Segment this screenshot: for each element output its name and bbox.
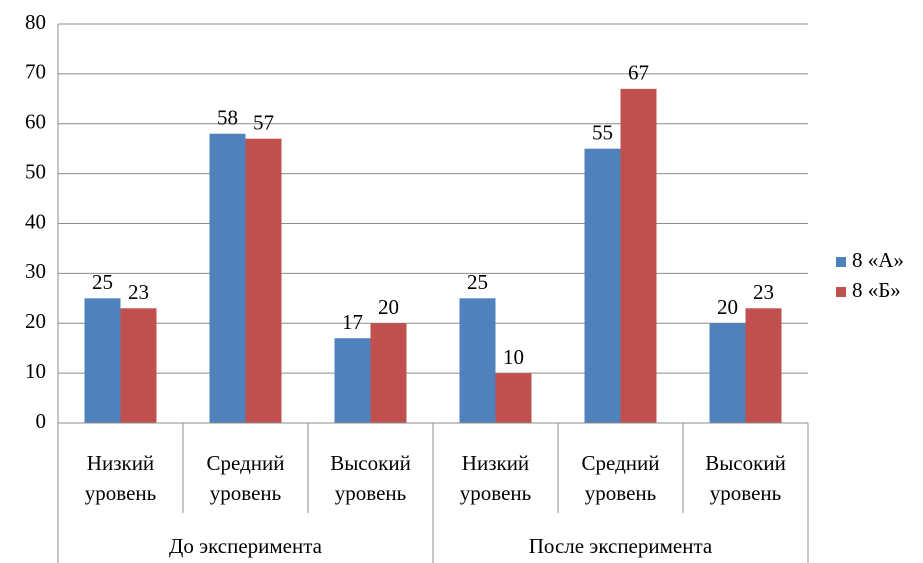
bar — [709, 323, 746, 423]
bar — [245, 138, 282, 423]
y-tick-label: 0 — [36, 409, 47, 433]
bar — [620, 88, 657, 424]
x-tick-label: Высокий уровень — [330, 451, 411, 505]
value-label: 57 — [253, 111, 274, 135]
y-tick-label: 30 — [25, 259, 46, 283]
value-label: 23 — [753, 280, 774, 304]
x-tick-label: Средний уровень — [207, 451, 285, 505]
value-label: 23 — [128, 280, 149, 304]
bar — [495, 373, 532, 423]
bar — [84, 298, 121, 423]
bar — [209, 133, 246, 423]
x-tick-label: Низкий уровень — [460, 451, 531, 505]
bar — [584, 148, 621, 423]
group-label: После эксперимента — [529, 534, 713, 558]
bar — [459, 298, 496, 423]
value-label: 10 — [503, 345, 524, 369]
y-tick-label: 10 — [25, 359, 46, 383]
x-tick-label: Высокий уровень — [705, 451, 786, 505]
value-label: 58 — [217, 106, 238, 130]
legend-swatch — [836, 287, 846, 297]
value-label: 25 — [467, 270, 488, 294]
value-label: 17 — [342, 310, 363, 334]
bar — [120, 308, 157, 423]
bar — [370, 323, 407, 423]
y-tick-label: 40 — [25, 209, 46, 233]
y-tick-label: 50 — [25, 159, 46, 183]
y-tick-label: 80 — [25, 10, 46, 34]
bar — [334, 338, 371, 423]
x-tick-label: Средний уровень — [582, 451, 660, 505]
value-label: 20 — [717, 295, 738, 319]
value-label: 67 — [628, 61, 649, 85]
value-label: 25 — [92, 270, 113, 294]
y-tick-label: 70 — [25, 60, 46, 84]
y-tick-label: 60 — [25, 110, 46, 134]
legend-label: 8 «А» — [852, 248, 904, 272]
y-tick-label: 20 — [25, 309, 46, 333]
x-tick-label: Низкий уровень — [85, 451, 156, 505]
value-label: 20 — [378, 295, 399, 319]
legend-label: 8 «Б» — [852, 278, 901, 302]
group-label: До эксперимента — [169, 534, 323, 558]
bar — [745, 308, 782, 423]
legend-swatch — [836, 257, 846, 267]
value-label: 55 — [592, 121, 613, 145]
